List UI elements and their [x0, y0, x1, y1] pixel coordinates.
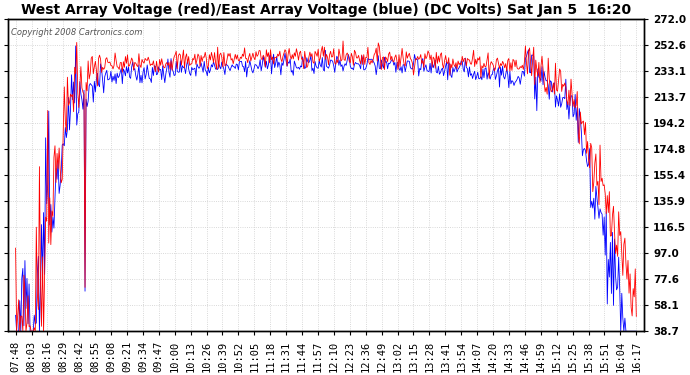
- Title: West Array Voltage (red)/East Array Voltage (blue) (DC Volts) Sat Jan 5  16:20: West Array Voltage (red)/East Array Volt…: [21, 3, 631, 18]
- Text: Copyright 2008 Cartronics.com: Copyright 2008 Cartronics.com: [11, 28, 142, 37]
